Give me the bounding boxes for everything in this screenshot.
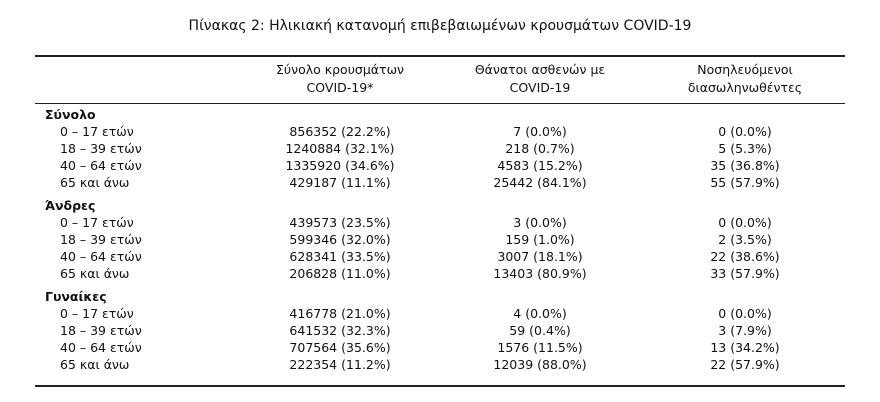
cell: 35 (36.8%) xyxy=(710,158,780,173)
section-label: Σύνολο xyxy=(45,107,96,122)
row-label: 40 – 64 ετών xyxy=(60,158,142,173)
cell: 22 (57.9%) xyxy=(710,357,780,372)
cell: 12039 (88.0%) xyxy=(493,357,587,372)
cell: 4 (0.0%) xyxy=(513,306,567,321)
row-label: 40 – 64 ετών xyxy=(60,249,142,264)
cell: 3007 (18.1%) xyxy=(497,249,583,264)
row-label: 65 και άνω xyxy=(60,357,130,372)
column-header: Θάνατοι ασθενών με xyxy=(474,62,606,77)
cell: 218 (0.7%) xyxy=(505,141,575,156)
cell: 628341 (33.5%) xyxy=(289,249,391,264)
cell: 33 (57.9%) xyxy=(710,266,780,281)
column-header: Νοσηλευόμενοι xyxy=(697,62,793,77)
cell: 55 (57.9%) xyxy=(710,175,780,190)
cell: 7 (0.0%) xyxy=(513,124,567,139)
cell: 4583 (15.2%) xyxy=(497,158,583,173)
cell: 429187 (11.1%) xyxy=(289,175,391,190)
row-label: 0 – 17 ετών xyxy=(60,306,134,321)
cell: 22 (38.6%) xyxy=(710,249,780,264)
table-title: Πίνακας 2: Ηλικιακή κατανομή επιβεβαιωμέ… xyxy=(188,18,692,34)
cell: 1240884 (32.1%) xyxy=(285,141,395,156)
cell: 13 (34.2%) xyxy=(710,340,780,355)
cell: 439573 (23.5%) xyxy=(289,215,391,230)
row-label: 65 και άνω xyxy=(60,266,130,281)
bottom-rule xyxy=(35,385,845,387)
cell: 1576 (11.5%) xyxy=(497,340,583,355)
cell: 0 (0.0%) xyxy=(718,215,772,230)
cell: 641532 (32.3%) xyxy=(289,323,391,338)
row-label: 0 – 17 ετών xyxy=(60,215,134,230)
column-header: COVID-19* xyxy=(306,80,374,95)
row-label: 65 και άνω xyxy=(60,175,130,190)
cell: 5 (5.3%) xyxy=(718,141,772,156)
section-label: Γυναίκες xyxy=(45,289,107,304)
cell: 206828 (11.0%) xyxy=(289,266,391,281)
top-rule xyxy=(35,55,845,57)
row-label: 40 – 64 ετών xyxy=(60,340,142,355)
cell: 0 (0.0%) xyxy=(718,124,772,139)
cell: 25442 (84.1%) xyxy=(493,175,587,190)
row-label: 18 – 39 ετών xyxy=(60,232,142,247)
row-label: 18 – 39 ετών xyxy=(60,141,142,156)
cell: 599346 (32.0%) xyxy=(289,232,391,247)
cell: 0 (0.0%) xyxy=(718,306,772,321)
cell: 59 (0.4%) xyxy=(509,323,571,338)
column-header: COVID-19 xyxy=(509,80,571,95)
cell: 416778 (21.0%) xyxy=(289,306,391,321)
cell: 1335920 (34.6%) xyxy=(285,158,395,173)
section-label: Άνδρες xyxy=(45,198,96,213)
column-header: Σύνολο κρουσμάτων xyxy=(275,62,405,77)
header-rule xyxy=(35,103,845,104)
cell: 159 (1.0%) xyxy=(505,232,575,247)
cell: 13403 (80.9%) xyxy=(493,266,587,281)
cell: 856352 (22.2%) xyxy=(289,124,391,139)
cell: 707564 (35.6%) xyxy=(289,340,391,355)
cell: 222354 (11.2%) xyxy=(289,357,391,372)
column-header: διασωληνωθέντες xyxy=(687,80,803,95)
cell: 3 (7.9%) xyxy=(718,323,772,338)
cell: 3 (0.0%) xyxy=(513,215,567,230)
cell: 2 (3.5%) xyxy=(718,232,772,247)
row-label: 0 – 17 ετών xyxy=(60,124,134,139)
row-label: 18 – 39 ετών xyxy=(60,323,142,338)
